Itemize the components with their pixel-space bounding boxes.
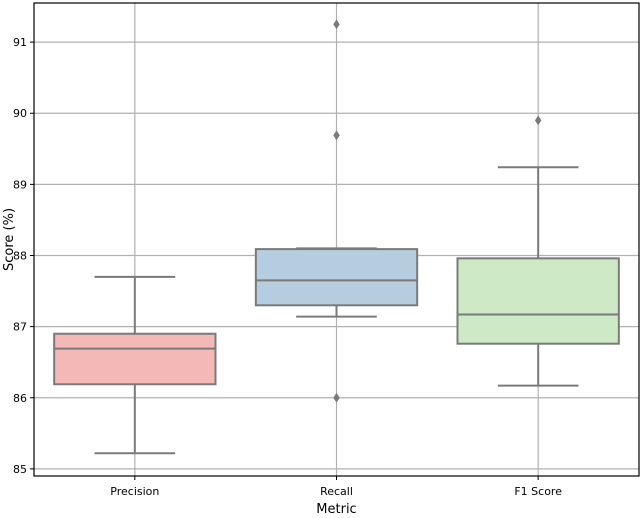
box-recall bbox=[254, 19, 419, 403]
box-precision bbox=[53, 275, 217, 455]
iqr-box bbox=[53, 332, 217, 386]
outlier-point bbox=[534, 115, 542, 126]
y-tick-label: 87 bbox=[13, 321, 27, 334]
outlier-point bbox=[333, 19, 340, 30]
x-tick-label: Precision bbox=[110, 485, 159, 498]
x-tick-label: F1 Score bbox=[514, 485, 562, 498]
x-axis: Precision Recall F1 Score bbox=[110, 476, 562, 498]
x-axis-title: Metric bbox=[316, 502, 356, 517]
y-axis: 85 86 87 88 89 90 91 bbox=[13, 36, 34, 476]
y-tick-label: 86 bbox=[13, 392, 27, 405]
outlier-point bbox=[333, 130, 340, 141]
box-f1-score bbox=[456, 115, 620, 387]
y-tick-label: 91 bbox=[13, 36, 27, 49]
y-tick-label: 85 bbox=[13, 463, 27, 476]
y-tick-label: 90 bbox=[13, 107, 27, 120]
y-tick-label: 88 bbox=[13, 250, 27, 263]
boxes-layer bbox=[53, 19, 620, 455]
y-axis-title: Score (%) bbox=[2, 208, 17, 271]
y-tick-label: 89 bbox=[13, 178, 27, 191]
iqr-box bbox=[254, 248, 419, 307]
x-tick-label: Recall bbox=[320, 485, 353, 498]
iqr-box bbox=[456, 257, 620, 345]
outlier-point bbox=[333, 392, 340, 403]
